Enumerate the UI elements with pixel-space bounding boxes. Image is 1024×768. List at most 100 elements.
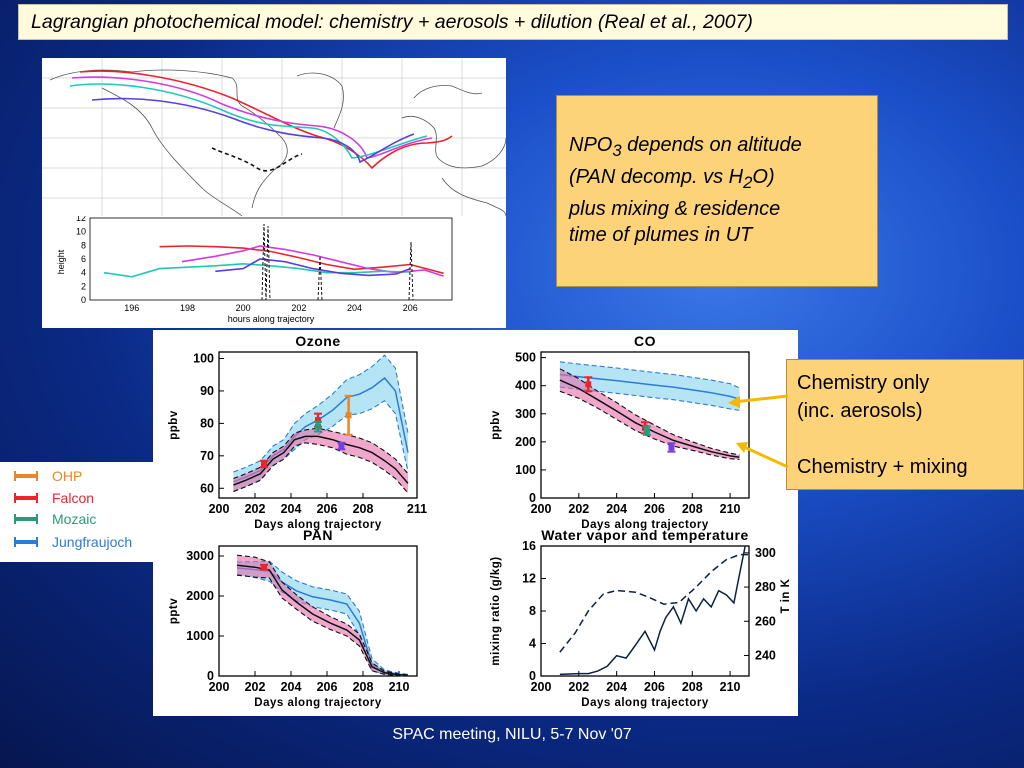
pan-xtick-208: 208 xyxy=(353,680,374,694)
trajectory-lines xyxy=(69,70,453,172)
co-band-0 xyxy=(559,361,740,411)
water-y2tick-280: 280 xyxy=(755,580,776,594)
ozone-xtick-204: 204 xyxy=(281,502,302,516)
water-series-0 xyxy=(559,545,746,676)
water-xtick-208: 208 xyxy=(682,680,703,694)
ozone-xtick-211: 211 xyxy=(407,502,427,516)
pan-xtick-206: 206 xyxy=(317,680,338,694)
chemistry-callout: Chemistry only (inc. aerosols) Chemistry… xyxy=(786,359,1024,490)
slide-title-box: Lagrangian photochemical model: chemistr… xyxy=(18,4,1008,40)
co-ytick-200: 200 xyxy=(515,435,536,449)
co-frame xyxy=(540,351,750,499)
ozone-obs-point-3 xyxy=(315,423,321,430)
ozone-obs-point-4 xyxy=(338,443,345,450)
observation-legend: OHP Falcon Mozaic Jungfraujoch xyxy=(0,462,153,562)
pan-ytick-0: 0 xyxy=(207,669,214,683)
trajectory-map-panel: height hours along trajectory 196 198 200 2… xyxy=(42,58,507,328)
height-marks: 196 198 200 202 204 206 0 2 4 6 8 10 12 xyxy=(76,216,444,313)
ozone-series-1 xyxy=(233,435,409,486)
pan-band-edge-u-0 xyxy=(236,560,409,675)
height-chart: height hours along trajectory 196 198 200 2… xyxy=(56,216,453,324)
co-ytick-500: 500 xyxy=(515,351,536,365)
co-band-edge-u-1 xyxy=(559,368,740,456)
water-y2tick-240: 240 xyxy=(755,648,776,662)
water-ytick-4: 4 xyxy=(529,637,536,651)
ozone-ylabel: ppbv xyxy=(168,410,180,440)
height-series-2 xyxy=(103,262,411,278)
note-line-1: NPO3 depends on altitude xyxy=(569,134,802,160)
pan-band-edge-u-1 xyxy=(236,554,409,676)
water-xtick-202: 202 xyxy=(568,680,589,694)
pan-band-1 xyxy=(237,555,408,676)
pan-xtick-200: 200 xyxy=(209,680,230,694)
water-y2tick-300: 300 xyxy=(755,546,776,560)
callout-line-3: Chemistry + mixing xyxy=(797,456,968,478)
co-ytick-300: 300 xyxy=(515,407,536,421)
ozone-band-1 xyxy=(233,428,408,494)
map-coastlines xyxy=(49,69,507,217)
height-ytick-6: 6 xyxy=(81,254,86,264)
ozone-obs-point-0 xyxy=(261,460,267,467)
height-ylabel: height xyxy=(56,249,66,274)
co-xtick-200: 200 xyxy=(531,502,552,516)
ozone-band-edge-d-1 xyxy=(233,442,409,494)
water-ytick-16: 16 xyxy=(522,539,536,553)
co-xtick-210: 210 xyxy=(720,502,741,516)
co-obs-point-3 xyxy=(668,444,675,451)
pan-xlabel: Days along trajectory xyxy=(254,697,382,709)
pan-xtick-202: 202 xyxy=(245,680,266,694)
note-line-4: time of plumes in UT xyxy=(569,224,753,246)
water-title: Water vapor and temperature xyxy=(541,527,748,543)
co-title: CO xyxy=(634,333,656,349)
water-xtick-210: 210 xyxy=(720,680,741,694)
co-ytick-100: 100 xyxy=(515,463,536,477)
ozone-xtick-200: 200 xyxy=(209,502,230,516)
ozone-ytick-100: 100 xyxy=(193,351,214,365)
water-series-1 xyxy=(559,553,749,653)
height-ytick-0: 0 xyxy=(81,295,86,305)
trajectory-map xyxy=(42,58,507,217)
pan-band-edge-d-1 xyxy=(236,574,409,677)
co-ytick-400: 400 xyxy=(515,379,536,393)
height-series-0 xyxy=(159,245,444,275)
pan-ylabel: pptv xyxy=(168,598,180,624)
height-ytick-2: 2 xyxy=(81,281,86,291)
water-chart: Water vapor and temperature Days along tr… xyxy=(490,527,792,709)
water-xtick-204: 204 xyxy=(606,680,627,694)
ozone-xlabel: Days along trajectory xyxy=(254,519,382,531)
pan-chart: PAN Days along trajectory pptv 200 202 204 206… xyxy=(168,527,418,709)
ozone-ytick-70: 70 xyxy=(200,449,214,463)
callout-line-1: Chemistry only xyxy=(797,372,930,394)
water-frame xyxy=(540,545,750,677)
water-ytick-12: 12 xyxy=(522,572,536,586)
water-ytick-0: 0 xyxy=(529,669,536,683)
water-ytick-8: 8 xyxy=(529,604,536,618)
co-xtick-204: 204 xyxy=(606,502,627,516)
co-obs-point-2 xyxy=(643,427,650,434)
height-vertical-dashes xyxy=(261,223,414,301)
ozone-title: Ozone xyxy=(295,333,340,349)
co-series-1 xyxy=(559,379,740,459)
co-xtick-202: 202 xyxy=(568,502,589,516)
ozone-obs-point-2 xyxy=(345,412,352,419)
slide-title: Lagrangian photochemical model: chemistr… xyxy=(31,11,753,33)
co-ylabel: ppbv xyxy=(490,410,502,440)
ozone-obs-point-1 xyxy=(315,417,321,424)
ozone-xtick-208: 208 xyxy=(353,502,374,516)
height-series-3 xyxy=(215,258,411,277)
height-xtick-196: 196 xyxy=(124,303,139,313)
co-chart: CO Days along trajectory ppbv 200 202 204 206 2… xyxy=(490,333,750,531)
height-xlabel: hours along trajectory xyxy=(228,314,315,324)
water-xtick-200: 200 xyxy=(531,680,552,694)
co-xlabel: Days along trajectory xyxy=(581,519,709,531)
height-ytick-8: 8 xyxy=(81,240,86,250)
height-ytick-10: 10 xyxy=(76,227,86,237)
ozone-chart: Ozone Days along trajectory ppbv 200 202 204 2… xyxy=(168,333,427,531)
pan-series-1 xyxy=(236,564,409,677)
ozone-ytick-60: 60 xyxy=(200,481,214,495)
co-xtick-208: 208 xyxy=(682,502,703,516)
pan-frame xyxy=(218,545,418,677)
water-y2label: T in K xyxy=(780,578,792,613)
pan-ytick-3000: 3000 xyxy=(186,549,214,563)
height-xtick-202: 202 xyxy=(291,303,306,313)
